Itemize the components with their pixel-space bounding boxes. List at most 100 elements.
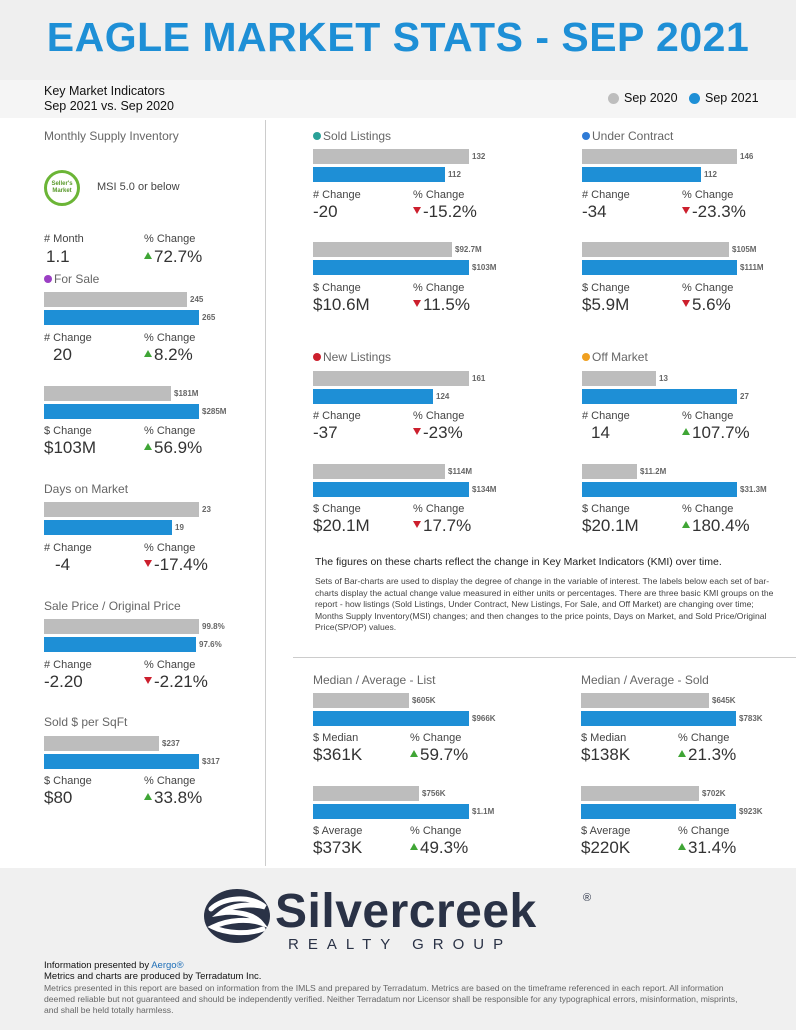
up-arrow-icon [144, 443, 152, 450]
sqft-pct-label: % Change [144, 775, 196, 787]
metrics-credit: Metrics and charts are produced by Terra… [44, 971, 262, 982]
legend-2021: Sep 2021 [689, 91, 759, 105]
uc-volume-2021-label: $111M [740, 263, 764, 272]
uc-count-bar-2020 [582, 149, 737, 164]
legend-2020-swatch [608, 92, 619, 104]
sold-median-label: $ Median [581, 732, 627, 744]
off-volume-pct-label: % Change [682, 503, 734, 515]
list-median-pct-value: 59.7% [410, 745, 468, 765]
sqft-title: Sold $ per SqFt [44, 715, 128, 729]
sold-median-bar-2021 [581, 711, 736, 726]
down-arrow-icon [413, 207, 421, 214]
sqft-2021-label: $317 [202, 757, 220, 766]
subheader-line2: Sep 2021 vs. Sep 2020 [44, 99, 174, 113]
msi-note: MSI 5.0 or below [97, 181, 180, 193]
uc-count-change-value: -34 [582, 202, 607, 221]
sold-count-bar-2020 [313, 149, 469, 164]
legend-2021-label: Sep 2021 [705, 91, 759, 105]
off-volume-2021-label: $31.3M [740, 485, 767, 494]
sold-average-2021-label: $923K [739, 807, 763, 816]
up-arrow-icon [682, 428, 690, 435]
sale-price-change-label: # Change [44, 659, 92, 671]
up-arrow-icon [144, 793, 152, 800]
subheader-line1: Key Market Indicators [44, 84, 165, 98]
days-change-label: # Change [44, 542, 92, 554]
column-divider [265, 120, 266, 866]
sold-count-bar-2021 [313, 167, 445, 182]
sale-price-pct-label: % Change [144, 659, 196, 671]
down-arrow-icon [413, 300, 421, 307]
sale-price-title: Sale Price / Original Price [44, 599, 181, 613]
for-sale-volume-2021-label: $285M [202, 407, 227, 416]
days-bar-2020 [44, 502, 199, 517]
sold-count-2020-label: 132 [472, 152, 486, 161]
up-arrow-icon [682, 521, 690, 528]
sold-volume-change-value: $10.6M [313, 295, 370, 314]
presented-by: Information presented by Aergo® [44, 960, 184, 971]
sold-average-pct-label: % Change [678, 825, 730, 837]
off-volume-bar-2020 [582, 464, 637, 479]
uc-count-2020-label: 146 [740, 152, 754, 161]
down-arrow-icon [144, 677, 152, 684]
off-count-2020-label: 13 [659, 374, 668, 383]
kmi-notes-body: Sets of Bar-charts are used to display t… [315, 576, 774, 632]
uc-volume-pct-value: 5.6% [682, 295, 731, 315]
msi-title: Monthly Supply Inventory [44, 129, 179, 143]
off-count-bar-2021 [582, 389, 737, 404]
down-arrow-icon [413, 428, 421, 435]
new-volume-pct-value: 17.7% [413, 516, 471, 536]
uc-volume-bar-2021 [582, 260, 737, 275]
aergo-link[interactable]: Aergo® [151, 960, 184, 971]
for-sale-volume-bar-2020 [44, 386, 171, 401]
for-sale-count-change-label: # Change [44, 332, 92, 344]
sqft-change-label: $ Change [44, 775, 92, 787]
sold-median-pct-label: % Change [678, 732, 730, 744]
sale-price-2020-label: 99.8% [202, 622, 225, 631]
for-sale-count-bar-2021 [44, 310, 199, 325]
sold-volume-2020-label: $92.7M [455, 245, 482, 254]
for-sale-dot-icon [44, 275, 52, 283]
uc-count-2021-label: 112 [704, 170, 717, 179]
for-sale-count-change-value: 20 [53, 345, 72, 364]
sold-average-2020-label: $702K [702, 789, 726, 798]
sold-volume-2021-label: $103M [472, 263, 497, 272]
off-count-bar-2020 [582, 371, 656, 386]
up-arrow-icon [144, 252, 152, 259]
sold-volume-change-label: $ Change [313, 282, 361, 294]
sellers-market-badge: Seller's Market [44, 170, 80, 206]
page-title: EAGLE MARKET STATS - SEP 2021 [46, 14, 750, 60]
new-listings-dot-icon [313, 353, 321, 361]
legend-2020: Sep 2020 [608, 91, 678, 105]
sale-price-pct-value: -2.21% [144, 672, 208, 692]
under-contract-title: Under Contract [592, 129, 674, 143]
off-count-2021-label: 27 [740, 392, 749, 401]
sold-average-bar-2020 [581, 786, 699, 801]
for-sale-count-bar-2020 [44, 292, 187, 307]
sold-listings-title: Sold Listings [323, 129, 392, 143]
new-count-2020-label: 161 [472, 374, 486, 383]
off-volume-change-value: $20.1M [582, 516, 639, 535]
sale-price-bar-2020 [44, 619, 199, 634]
list-average-pct-value: 49.3% [410, 838, 468, 858]
for-sale-volume-change-value: $103M [44, 438, 96, 457]
msi-change-value: 72.7% [144, 247, 202, 267]
median-sold-title: Median / Average - Sold [581, 673, 709, 687]
sqft-bar-2021 [44, 754, 199, 769]
new-volume-bar-2021 [313, 482, 469, 497]
sold-volume-bar-2021 [313, 260, 469, 275]
days-pct-label: % Change [144, 542, 196, 554]
sold-count-2021-label: 112 [448, 170, 461, 179]
sold-volume-pct-value: 11.5% [413, 295, 470, 315]
list-average-2021-label: $1.1M [472, 807, 495, 816]
uc-volume-bar-2020 [582, 242, 729, 257]
sold-count-change-label: # Change [313, 189, 361, 201]
down-arrow-icon [682, 300, 690, 307]
off-volume-change-label: $ Change [582, 503, 630, 515]
sold-average-bar-2021 [581, 804, 736, 819]
sold-average-pct-value: 31.4% [678, 838, 736, 858]
sqft-change-value: $80 [44, 788, 73, 807]
uc-volume-change-value: $5.9M [582, 295, 630, 314]
list-median-2021-label: $966K [472, 714, 496, 723]
brand-subtitle: REALTY GROUP [288, 936, 513, 953]
days-on-market-title: Days on Market [44, 482, 129, 496]
